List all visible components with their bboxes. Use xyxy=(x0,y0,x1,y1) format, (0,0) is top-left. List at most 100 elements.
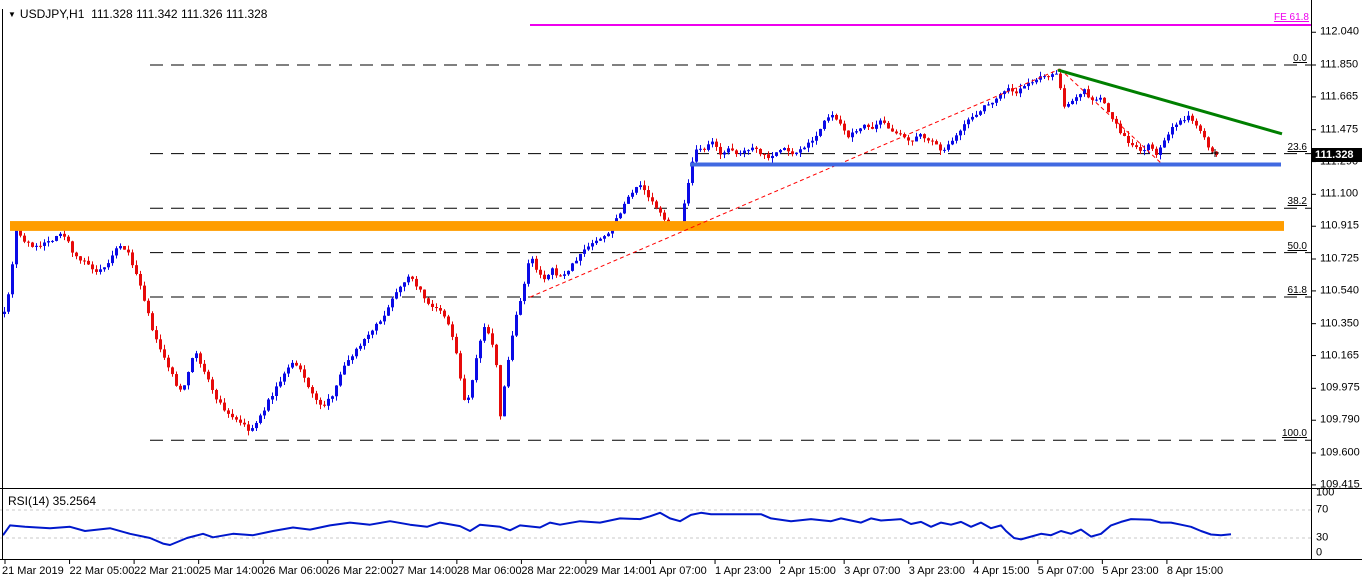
candle-body xyxy=(1143,150,1146,152)
candle-body xyxy=(259,415,262,423)
candle-body xyxy=(47,241,50,243)
candle-body xyxy=(559,275,562,277)
candle-body xyxy=(915,136,918,142)
candle-body xyxy=(283,373,286,382)
candle-body xyxy=(1167,134,1170,141)
candle-body xyxy=(1003,91,1006,95)
candle-body xyxy=(1015,91,1018,94)
candle-body xyxy=(515,314,518,336)
candle-body xyxy=(59,233,62,237)
price-tick-label: 110.915 xyxy=(1320,219,1359,232)
candle-body xyxy=(879,120,882,125)
candle-body xyxy=(35,245,38,247)
rsi-scale-label: 70 xyxy=(1316,503,1329,516)
candle-body xyxy=(775,152,778,156)
candle-body xyxy=(631,192,634,197)
candle-body xyxy=(347,360,350,366)
candle-body xyxy=(683,203,686,226)
supply-zone-rectangle[interactable] xyxy=(10,221,1284,231)
candle-body xyxy=(643,185,646,191)
candle-body xyxy=(251,428,254,431)
candle-body xyxy=(635,187,638,193)
price-tick-label: 110.540 xyxy=(1320,284,1359,297)
candle-body xyxy=(1107,103,1110,113)
candle-body xyxy=(991,102,994,105)
candle-body xyxy=(43,242,46,246)
candle-body xyxy=(1063,88,1066,107)
candle-body xyxy=(335,385,338,397)
candle-body xyxy=(27,241,30,243)
time-axis-label: 1 Apr 23:00 xyxy=(715,565,772,577)
fib-level-label-0.0: 0.0 xyxy=(1293,53,1307,64)
candle-body xyxy=(151,313,154,331)
candle-body xyxy=(715,141,718,147)
rsi-scale-label: 100 xyxy=(1316,486,1335,499)
candle-body xyxy=(1055,73,1058,75)
candle-body xyxy=(303,369,306,378)
candle-body xyxy=(807,142,810,148)
time-axis-label: 28 Mar 06:00 xyxy=(456,565,522,577)
red-rising-trendline[interactable] xyxy=(529,68,1061,298)
candle-body xyxy=(747,150,750,152)
candle-body xyxy=(1171,127,1174,135)
candle-body xyxy=(551,268,554,275)
candle-body xyxy=(179,385,182,390)
price-tick-label: 109.600 xyxy=(1320,446,1360,459)
candle-body xyxy=(247,424,250,431)
candle-body xyxy=(651,197,654,202)
candle-body xyxy=(459,353,462,379)
candle-body xyxy=(507,359,510,387)
candle-body xyxy=(595,240,598,244)
chart-ohlc-readout: 111.328 111.342 111.326 111.328 xyxy=(91,7,268,21)
candle-body xyxy=(131,252,134,266)
candle-body xyxy=(859,128,862,132)
candle-body xyxy=(571,263,574,271)
candle-body xyxy=(575,260,578,264)
candle-body xyxy=(723,152,726,155)
candle-body xyxy=(1031,82,1034,84)
candle-body xyxy=(1207,137,1210,148)
candle-body xyxy=(223,402,226,411)
green-descending-trendline[interactable] xyxy=(1057,68,1283,136)
candle-body xyxy=(607,233,610,237)
candle-body xyxy=(891,128,894,132)
candle-body xyxy=(603,236,606,239)
chart-symbol-period: USDJPY,H1 xyxy=(19,7,85,21)
candle-body xyxy=(15,229,18,265)
candle-body xyxy=(167,357,170,368)
candle-body xyxy=(687,182,690,204)
candle-body xyxy=(463,378,466,400)
candle-body xyxy=(183,385,186,390)
candle-body xyxy=(655,201,658,208)
candle-body xyxy=(955,135,958,141)
candle-body xyxy=(535,258,538,270)
candle-body xyxy=(619,213,622,219)
candle-body xyxy=(235,417,238,420)
fib-level-label-23.6: 23.6 xyxy=(1287,141,1307,153)
candle-body xyxy=(843,123,846,131)
rsi-scale-label: 30 xyxy=(1316,531,1329,544)
candle-body xyxy=(983,105,986,112)
rsi-line[interactable] xyxy=(2,511,1232,546)
fib-level-label-61.8: 61.8 xyxy=(1287,284,1307,296)
candle-body xyxy=(735,150,738,155)
candle-body xyxy=(367,334,370,340)
candle-body xyxy=(219,399,222,403)
candle-body xyxy=(703,148,706,150)
candle-body xyxy=(327,398,330,406)
candle-body xyxy=(487,327,490,334)
red-falling-trendline[interactable] xyxy=(1059,68,1163,165)
candle-body xyxy=(127,249,130,253)
candle-body xyxy=(707,144,710,150)
candle-body xyxy=(815,135,818,141)
current-price-badge: 111.328 xyxy=(1312,148,1362,163)
one-click-trading-arrow-icon[interactable]: ▼ xyxy=(8,10,16,19)
time-axis-label: 22 Mar 05:00 xyxy=(69,565,135,577)
candle-body xyxy=(107,263,110,268)
candle-body xyxy=(1007,88,1010,92)
candle-body xyxy=(803,147,806,150)
candle-body xyxy=(1203,130,1206,138)
candle-body xyxy=(583,249,586,254)
candle-body xyxy=(1083,89,1086,95)
